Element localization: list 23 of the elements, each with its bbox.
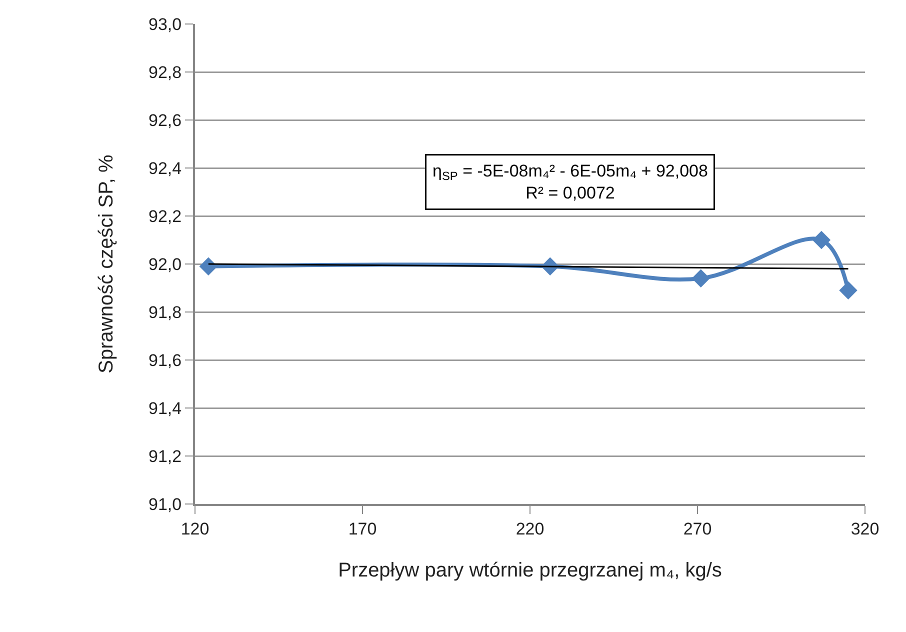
y-tick-label: 91,4 [148,398,182,418]
point [199,257,218,276]
y-tick-label: 91,8 [148,302,182,322]
x-tick-label: 270 [683,519,712,538]
y-tick-label: 92,6 [148,110,182,130]
point [839,281,858,300]
y-tick-label: 92,4 [148,158,182,178]
annotation: η$_{SP}$ = -5E-08m₄² - 6E-05m₄ + 92,008 R² = 0,0072 [432,162,708,203]
x-tick-label: 320 [850,519,880,538]
y-tick-label: 91,2 [148,446,182,466]
x-tick-label: 170 [348,519,377,538]
x-tick-label: 120 [180,519,210,538]
y-tick-label: 92,0 [148,254,182,274]
y-tick-label: 92,8 [148,62,182,82]
y-tick-label: 93,0 [148,14,182,34]
y-tick-label: 92,2 [148,206,182,226]
x-axis-title: Przepływ pary wtórnie przegrzanej m₄, kg/s [338,559,722,582]
y-tick-label: 91,0 [148,494,182,514]
y-axis-title: Sprawność części SP, % [96,154,118,374]
point [812,230,831,250]
point [692,269,710,288]
x-tick-label: 220 [516,519,544,538]
y-tick-label: 91,6 [148,350,182,370]
